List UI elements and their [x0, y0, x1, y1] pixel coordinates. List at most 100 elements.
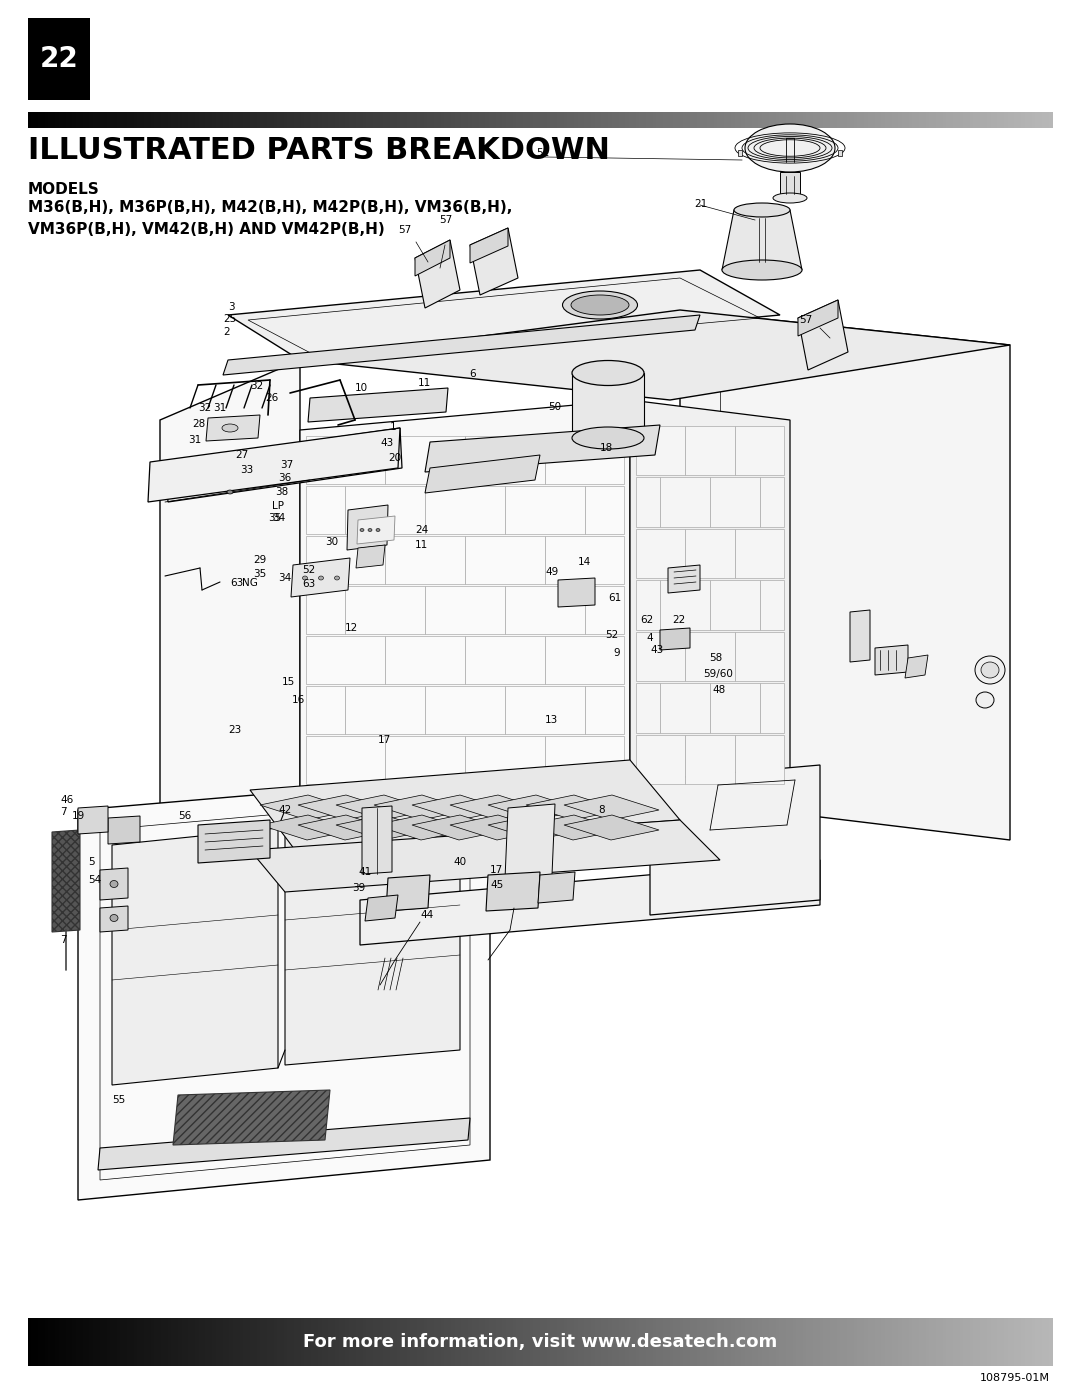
Bar — [782, 1317, 786, 1366]
Polygon shape — [426, 686, 505, 733]
Ellipse shape — [222, 425, 238, 432]
Ellipse shape — [302, 576, 308, 580]
Bar — [451, 1317, 455, 1366]
Bar — [704, 112, 707, 129]
Polygon shape — [680, 310, 1010, 840]
Bar — [984, 112, 987, 129]
Polygon shape — [306, 686, 345, 733]
Bar — [38, 112, 42, 129]
Bar — [28, 112, 32, 129]
Bar — [298, 112, 301, 129]
Bar — [881, 112, 886, 129]
Bar — [499, 1317, 503, 1366]
Bar — [42, 1317, 45, 1366]
Bar — [895, 112, 899, 129]
Bar — [82, 1317, 86, 1366]
Bar — [72, 1317, 77, 1366]
Bar — [260, 112, 264, 129]
Bar — [946, 1317, 950, 1366]
Bar — [847, 112, 851, 129]
Bar — [570, 1317, 575, 1366]
Bar — [199, 112, 203, 129]
Text: 14: 14 — [578, 557, 591, 567]
Bar — [940, 112, 943, 129]
Bar — [393, 112, 397, 129]
Polygon shape — [78, 775, 490, 1200]
Bar — [831, 112, 834, 129]
Polygon shape — [360, 861, 820, 944]
Bar — [543, 112, 548, 129]
Bar — [1022, 1317, 1025, 1366]
Bar — [379, 1317, 383, 1366]
Bar — [325, 1317, 329, 1366]
Bar — [789, 1317, 793, 1366]
Bar — [534, 1317, 537, 1366]
Polygon shape — [384, 636, 465, 685]
Bar — [66, 112, 69, 129]
Bar — [878, 112, 882, 129]
Bar — [107, 1317, 110, 1366]
Bar — [734, 112, 739, 129]
Bar — [76, 1317, 80, 1366]
Ellipse shape — [319, 576, 324, 580]
Polygon shape — [260, 814, 355, 840]
Bar — [243, 112, 247, 129]
Bar — [96, 1317, 100, 1366]
Bar — [437, 112, 442, 129]
Bar — [616, 112, 619, 129]
Text: 26: 26 — [265, 393, 279, 402]
Polygon shape — [760, 683, 784, 732]
Bar — [881, 1317, 886, 1366]
Bar — [820, 112, 824, 129]
Bar — [237, 112, 240, 129]
Bar — [420, 1317, 424, 1366]
Polygon shape — [710, 683, 760, 732]
Bar — [407, 1317, 410, 1366]
Text: 59/60: 59/60 — [703, 669, 733, 679]
Polygon shape — [735, 735, 784, 784]
Bar — [714, 1317, 718, 1366]
Bar — [373, 112, 377, 129]
Bar — [1038, 112, 1042, 129]
Ellipse shape — [360, 528, 364, 531]
Text: 11: 11 — [418, 379, 431, 388]
Bar — [1004, 1317, 1008, 1366]
Polygon shape — [585, 486, 624, 534]
Bar — [793, 1317, 797, 1366]
Polygon shape — [298, 814, 393, 840]
Bar — [847, 1317, 851, 1366]
Text: 34: 34 — [278, 573, 292, 583]
Bar — [639, 112, 643, 129]
Bar — [410, 112, 415, 129]
Bar — [557, 1317, 561, 1366]
Bar — [701, 1317, 704, 1366]
Text: 24: 24 — [415, 525, 429, 535]
Bar — [670, 112, 674, 129]
Polygon shape — [660, 683, 710, 732]
Bar — [1035, 1317, 1039, 1366]
Bar — [164, 112, 168, 129]
Bar — [745, 112, 748, 129]
Bar — [308, 1317, 312, 1366]
Bar — [1008, 112, 1012, 129]
Bar — [86, 1317, 90, 1366]
Text: 34: 34 — [272, 513, 285, 522]
Polygon shape — [345, 686, 426, 733]
Bar — [802, 112, 807, 129]
Bar — [823, 1317, 827, 1366]
Bar — [287, 1317, 292, 1366]
Bar — [355, 112, 360, 129]
Bar — [131, 1317, 134, 1366]
Bar — [301, 112, 305, 129]
Polygon shape — [710, 580, 760, 630]
Bar — [96, 112, 100, 129]
Bar — [663, 1317, 666, 1366]
Bar — [38, 1317, 42, 1366]
Bar — [1042, 1317, 1045, 1366]
Text: 32: 32 — [249, 381, 264, 391]
Bar — [854, 1317, 858, 1366]
Bar — [932, 112, 936, 129]
Polygon shape — [660, 580, 710, 630]
Bar — [885, 112, 889, 129]
Bar — [172, 1317, 175, 1366]
